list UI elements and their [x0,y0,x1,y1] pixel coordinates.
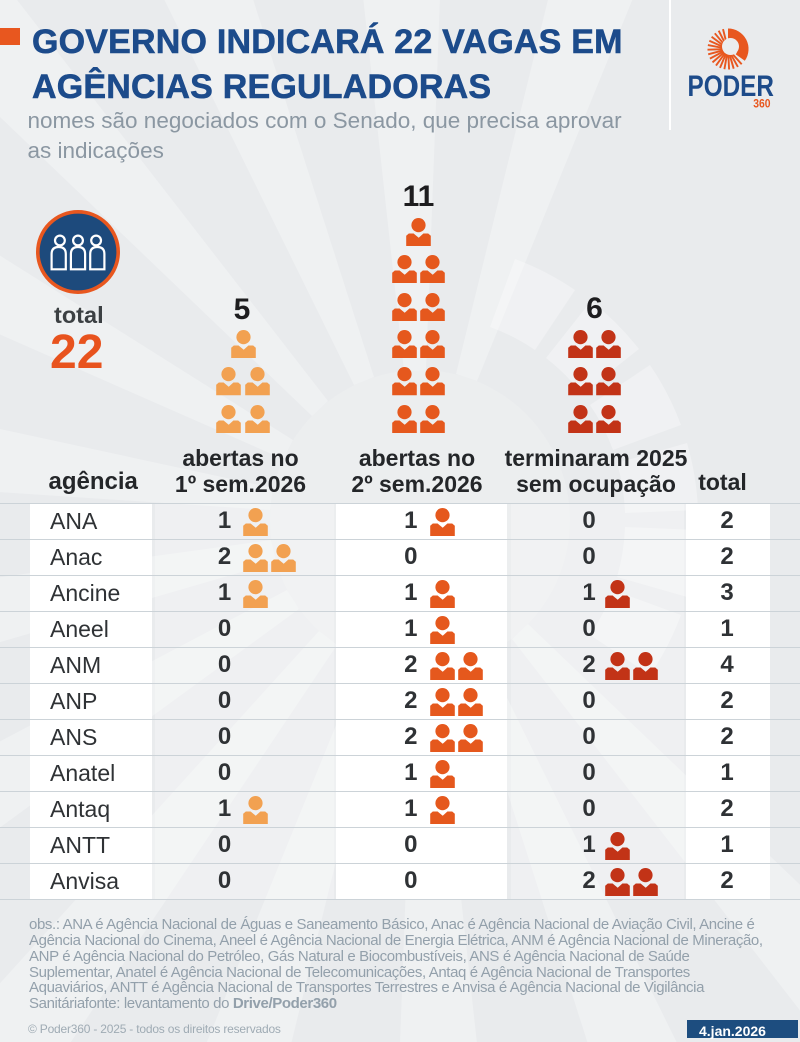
svg-text:360: 360 [753,98,770,111]
svg-text:PODER: PODER [688,68,775,102]
